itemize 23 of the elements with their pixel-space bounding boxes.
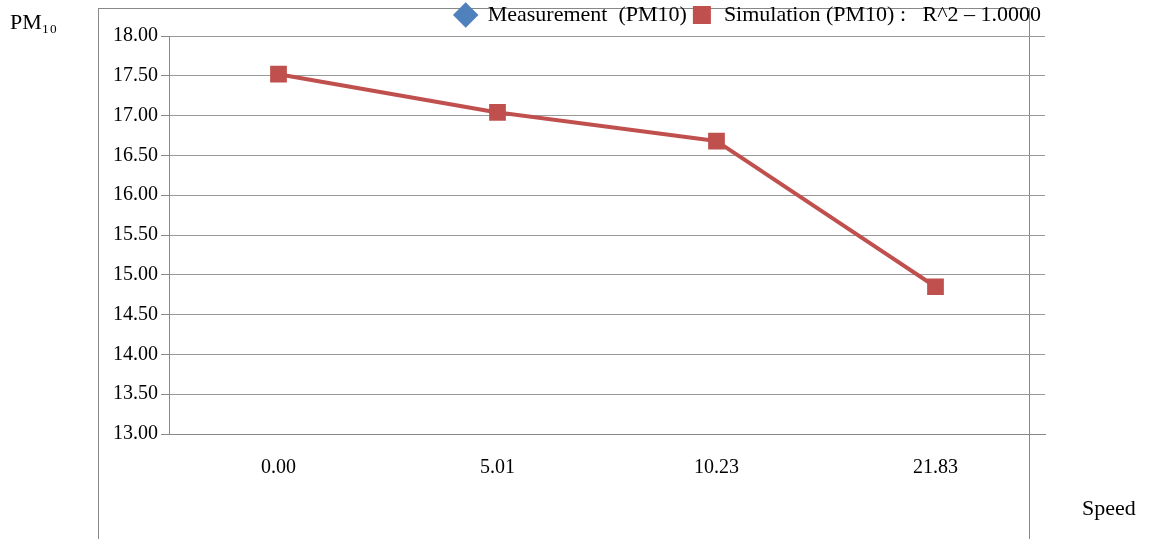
point [927,278,944,296]
x-tick-label: 5.01 [480,455,515,478]
y-tick-label: 14.50 [113,301,158,324]
y-tick-label: 13.00 [113,421,158,444]
y-tick-label: 16.50 [113,142,158,165]
x-tick-label: 21.83 [913,455,958,478]
legend-label: Measurement (PM10) [487,0,687,26]
point [708,132,725,150]
y-tick-label: 15.50 [113,222,158,245]
y-tick-label: 14.00 [113,341,158,364]
y-axis-title: PM₁₀ [10,8,58,34]
y-tick-label: 13.50 [113,381,158,404]
point [270,65,287,83]
y-tick-label: 17.00 [113,102,158,125]
y-tick-label: 18.00 [113,23,158,46]
y-tick-label: 15.00 [113,262,158,285]
x-axis-title: Speed [1082,494,1136,520]
point [489,104,506,121]
y-tick-label: 16.00 [113,182,158,205]
legend-label: Simulation (PM10) : R^2 – 1.0000 [723,0,1041,26]
y-tick-label: 17.50 [113,63,158,86]
x-tick-label: 0.00 [261,455,296,478]
x-tick-label: 10.23 [694,455,739,478]
